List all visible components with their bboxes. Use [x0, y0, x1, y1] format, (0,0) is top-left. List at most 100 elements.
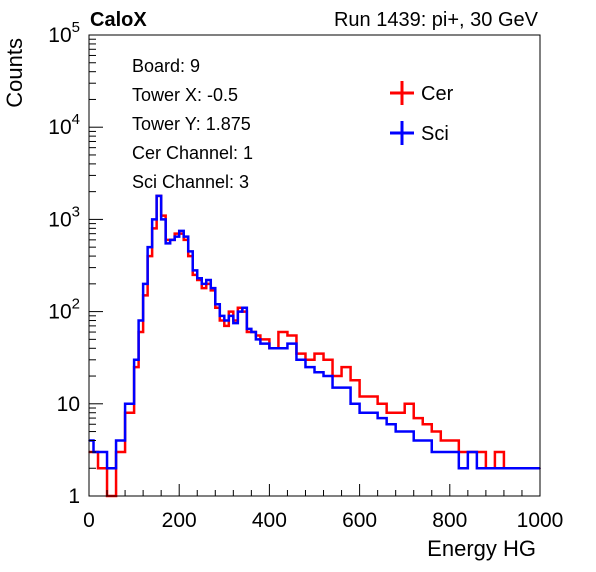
data-point [97, 451, 99, 453]
y-tick-group: 1 10 102 103 104 105 [48, 19, 103, 508]
info-line: Tower X: -0.5 [132, 85, 238, 105]
data-point [286, 334, 289, 337]
data-point [530, 467, 532, 470]
data-point [385, 423, 388, 426]
data-point [430, 451, 433, 453]
info-box: Board: 9 Tower X: -0.5 Tower Y: 1.875 Cer C… [132, 56, 253, 192]
data-point [142, 283, 144, 285]
data-point [191, 274, 194, 276]
y-axis-label: Counts [2, 38, 27, 108]
data-point [187, 255, 190, 257]
info-line: Board: 9 [132, 56, 200, 76]
x-tick-label: 600 [342, 509, 377, 532]
data-point [286, 342, 289, 345]
data-point [255, 338, 257, 341]
data-point [164, 242, 167, 245]
data-point [376, 403, 379, 405]
data-point [97, 467, 99, 470]
x-axis-label: Energy HG [427, 536, 536, 561]
data-point [173, 235, 176, 238]
data-point [385, 411, 388, 414]
data-point [155, 195, 158, 197]
series-line-sci [89, 194, 540, 470]
data-point [295, 359, 298, 361]
data-point [196, 279, 199, 281]
data-point [214, 303, 217, 306]
data-point [137, 319, 140, 322]
data-point [115, 439, 117, 442]
data-point [268, 347, 271, 350]
data-point [146, 246, 149, 248]
y-tick-label: 103 [48, 203, 80, 231]
header-left-label: CaloX [90, 9, 147, 31]
data-point [169, 239, 171, 241]
data-point [421, 423, 424, 426]
data-point [376, 417, 379, 419]
data-point [349, 403, 352, 405]
data-point [182, 235, 185, 238]
data-point [106, 467, 108, 470]
data-point [403, 430, 406, 433]
data-point [182, 239, 185, 241]
x-tick-group: 0 200 400 600 800 1000 [83, 484, 563, 532]
x-tick-label: 0 [83, 509, 95, 532]
data-point [200, 287, 203, 289]
data-point [313, 352, 316, 355]
data-point [322, 359, 325, 361]
data-point [277, 347, 280, 350]
x-tick-label: 800 [432, 509, 467, 532]
legend-label: Cer [421, 83, 454, 105]
data-point [241, 306, 244, 309]
info-line: Cer Channel: 1 [132, 143, 253, 163]
data-point [403, 403, 406, 405]
data-point [331, 386, 334, 389]
data-point [277, 331, 280, 333]
data-point [124, 403, 126, 405]
data-point [485, 467, 487, 470]
y-tick-label: 105 [48, 19, 80, 47]
legend-item-sci: Sci [390, 121, 449, 145]
data-point [237, 310, 239, 313]
data-point [178, 230, 180, 232]
data-point [200, 283, 203, 285]
data-point [223, 319, 226, 322]
data-point [439, 451, 442, 453]
y-tick-label: 104 [48, 111, 80, 139]
data-point [232, 322, 235, 324]
data-point [237, 306, 239, 309]
legend-item-cer: Cer [390, 81, 454, 105]
y-tick-label: 10 [57, 393, 80, 416]
data-point [449, 451, 451, 453]
x-tick-label: 200 [162, 509, 197, 532]
data-point [358, 411, 361, 414]
data-point [412, 417, 415, 419]
series-sci [88, 194, 541, 470]
data-point [512, 467, 514, 470]
data-point [340, 366, 343, 368]
data-point [439, 439, 442, 442]
data-point [467, 451, 469, 453]
data-point [151, 218, 153, 221]
data-point [205, 279, 208, 281]
data-point [313, 371, 316, 374]
x-tick-label: 1000 [517, 509, 564, 532]
data-point [246, 328, 248, 330]
series-layer [88, 194, 541, 498]
data-point [521, 467, 523, 470]
data-point [340, 386, 343, 389]
data-point [349, 379, 352, 382]
data-point [209, 287, 212, 289]
chart-title: Run 1439: pi+, 30 GeV [334, 9, 539, 31]
data-point [494, 451, 496, 453]
data-point [394, 411, 397, 414]
data-point [503, 467, 505, 470]
data-point [160, 218, 162, 221]
data-point [367, 395, 370, 398]
data-point [246, 331, 248, 333]
data-point [458, 467, 460, 470]
data-point [191, 269, 194, 272]
data-point [218, 315, 221, 317]
data-point [133, 359, 135, 361]
data-point [196, 277, 199, 280]
